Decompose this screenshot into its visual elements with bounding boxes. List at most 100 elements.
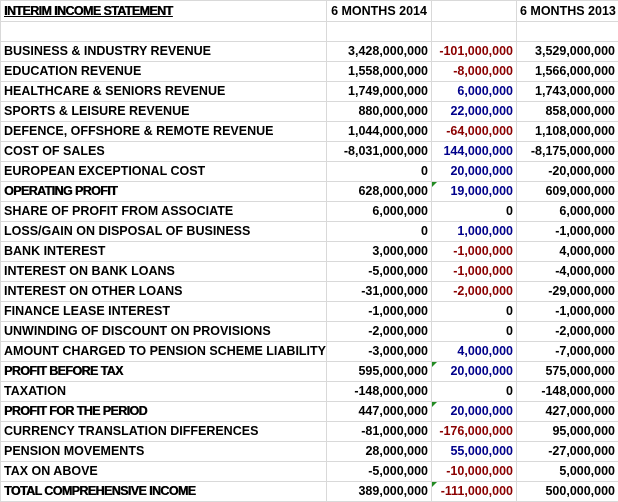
value-2013[interactable]: 6,000,000 bbox=[516, 201, 618, 222]
value-2013[interactable]: 5,000,000 bbox=[516, 461, 618, 482]
value-variance[interactable]: 55,000,000 bbox=[431, 441, 517, 462]
row-label[interactable]: LOSS/GAIN ON DISPOSAL OF BUSINESS bbox=[0, 221, 327, 242]
value-2014[interactable]: 0 bbox=[326, 221, 432, 242]
statement-title[interactable]: INTERIM INCOME STATEMENT bbox=[0, 0, 327, 22]
value-2013[interactable]: -1,000,000 bbox=[516, 301, 618, 322]
row-label[interactable]: HEALTHCARE & SENIORS REVENUE bbox=[0, 81, 327, 102]
value-variance[interactable]: -64,000,000 bbox=[431, 121, 517, 142]
value-variance[interactable]: -101,000,000 bbox=[431, 41, 517, 62]
row-label[interactable]: TAX ON ABOVE bbox=[0, 461, 327, 482]
header-2014[interactable]: 6 MONTHS 2014 bbox=[326, 0, 432, 22]
value-2013[interactable]: 500,000,000 bbox=[516, 481, 618, 502]
value-2014[interactable]: -148,000,000 bbox=[326, 381, 432, 402]
value-variance[interactable]: 0 bbox=[431, 201, 517, 222]
value-variance[interactable]: -1,000,000 bbox=[431, 261, 517, 282]
value-variance[interactable]: 1,000,000 bbox=[431, 221, 517, 242]
value-2014[interactable]: 3,428,000,000 bbox=[326, 41, 432, 62]
value-2014[interactable]: -81,000,000 bbox=[326, 421, 432, 442]
value-2013[interactable]: -1,000,000 bbox=[516, 221, 618, 242]
value-2013[interactable]: -2,000,000 bbox=[516, 321, 618, 342]
row-label[interactable]: INTEREST ON BANK LOANS bbox=[0, 261, 327, 282]
value-2013[interactable]: -20,000,000 bbox=[516, 161, 618, 182]
value-2013[interactable]: 609,000,000 bbox=[516, 181, 618, 202]
row-label[interactable]: TOTAL COMPREHENSIVE INCOME bbox=[0, 481, 327, 502]
value-2013[interactable]: 858,000,000 bbox=[516, 101, 618, 122]
blank-cell[interactable] bbox=[0, 21, 327, 42]
value-variance[interactable]: 0 bbox=[431, 321, 517, 342]
value-variance[interactable]: -8,000,000 bbox=[431, 61, 517, 82]
value-variance[interactable]: -176,000,000 bbox=[431, 421, 517, 442]
blank-cell[interactable] bbox=[516, 21, 618, 42]
value-2013[interactable]: 95,000,000 bbox=[516, 421, 618, 442]
value-2013[interactable]: 575,000,000 bbox=[516, 361, 618, 382]
comment-indicator-icon[interactable] bbox=[432, 182, 437, 187]
row-label[interactable]: PROFIT FOR THE PERIOD bbox=[0, 401, 327, 422]
comment-indicator-icon[interactable] bbox=[432, 402, 437, 407]
value-2014[interactable]: 6,000,000 bbox=[326, 201, 432, 222]
value-variance[interactable]: -1,000,000 bbox=[431, 241, 517, 262]
value-2014[interactable]: 0 bbox=[326, 161, 432, 182]
value-2014[interactable]: 1,558,000,000 bbox=[326, 61, 432, 82]
row-label[interactable]: PENSION MOVEMENTS bbox=[0, 441, 327, 462]
row-label[interactable]: PROFIT BEFORE TAX bbox=[0, 361, 327, 382]
comment-indicator-icon[interactable] bbox=[432, 482, 437, 487]
value-2014[interactable]: -5,000,000 bbox=[326, 261, 432, 282]
value-2014[interactable]: 880,000,000 bbox=[326, 101, 432, 122]
row-label[interactable]: FINANCE LEASE INTEREST bbox=[0, 301, 327, 322]
row-label[interactable]: UNWINDING OF DISCOUNT ON PROVISIONS bbox=[0, 321, 327, 342]
value-2014[interactable]: 28,000,000 bbox=[326, 441, 432, 462]
blank-cell[interactable] bbox=[431, 21, 517, 42]
row-label[interactable]: INTEREST ON OTHER LOANS bbox=[0, 281, 327, 302]
value-2013[interactable]: -8,175,000,000 bbox=[516, 141, 618, 162]
value-2013[interactable]: 4,000,000 bbox=[516, 241, 618, 262]
row-label[interactable]: TAXATION bbox=[0, 381, 327, 402]
value-variance[interactable]: -10,000,000 bbox=[431, 461, 517, 482]
value-2014[interactable]: 595,000,000 bbox=[326, 361, 432, 382]
value-2014[interactable]: 3,000,000 bbox=[326, 241, 432, 262]
value-variance[interactable]: 19,000,000 bbox=[431, 181, 517, 202]
comment-indicator-icon[interactable] bbox=[432, 362, 437, 367]
row-label[interactable]: DEFENCE, OFFSHORE & REMOTE REVENUE bbox=[0, 121, 327, 142]
row-label[interactable]: AMOUNT CHARGED TO PENSION SCHEME LIABILI… bbox=[0, 341, 327, 362]
header-variance[interactable] bbox=[431, 0, 517, 22]
value-2014[interactable]: 447,000,000 bbox=[326, 401, 432, 422]
value-2013[interactable]: -27,000,000 bbox=[516, 441, 618, 462]
value-variance[interactable]: 6,000,000 bbox=[431, 81, 517, 102]
value-2013[interactable]: 427,000,000 bbox=[516, 401, 618, 422]
value-2014[interactable]: 628,000,000 bbox=[326, 181, 432, 202]
row-label[interactable]: BANK INTEREST bbox=[0, 241, 327, 262]
value-variance[interactable]: -111,000,000 bbox=[431, 481, 517, 502]
header-2013[interactable]: 6 MONTHS 2013 bbox=[516, 0, 618, 22]
value-2014[interactable]: -2,000,000 bbox=[326, 321, 432, 342]
value-2013[interactable]: -7,000,000 bbox=[516, 341, 618, 362]
row-label[interactable]: BUSINESS & INDUSTRY REVENUE bbox=[0, 41, 327, 62]
value-variance[interactable]: 20,000,000 bbox=[431, 361, 517, 382]
blank-cell[interactable] bbox=[326, 21, 432, 42]
value-variance[interactable]: 20,000,000 bbox=[431, 401, 517, 422]
value-2014[interactable]: 389,000,000 bbox=[326, 481, 432, 502]
row-label[interactable]: COST OF SALES bbox=[0, 141, 327, 162]
value-2013[interactable]: 3,529,000,000 bbox=[516, 41, 618, 62]
value-2013[interactable]: 1,743,000,000 bbox=[516, 81, 618, 102]
value-2014[interactable]: -31,000,000 bbox=[326, 281, 432, 302]
value-2014[interactable]: -8,031,000,000 bbox=[326, 141, 432, 162]
value-2013[interactable]: -29,000,000 bbox=[516, 281, 618, 302]
value-variance[interactable]: 0 bbox=[431, 301, 517, 322]
value-variance[interactable]: 22,000,000 bbox=[431, 101, 517, 122]
value-2013[interactable]: -4,000,000 bbox=[516, 261, 618, 282]
row-label[interactable]: EDUCATION REVENUE bbox=[0, 61, 327, 82]
row-label[interactable]: CURRENCY TRANSLATION DIFFERENCES bbox=[0, 421, 327, 442]
value-2014[interactable]: -3,000,000 bbox=[326, 341, 432, 362]
value-variance[interactable]: 4,000,000 bbox=[431, 341, 517, 362]
row-label[interactable]: OPERATING PROFIT bbox=[0, 181, 327, 202]
value-2013[interactable]: 1,566,000,000 bbox=[516, 61, 618, 82]
row-label[interactable]: SPORTS & LEISURE REVENUE bbox=[0, 101, 327, 122]
value-2014[interactable]: -1,000,000 bbox=[326, 301, 432, 322]
row-label[interactable]: EUROPEAN EXCEPTIONAL COST bbox=[0, 161, 327, 182]
row-label[interactable]: SHARE OF PROFIT FROM ASSOCIATE bbox=[0, 201, 327, 222]
value-2014[interactable]: 1,749,000,000 bbox=[326, 81, 432, 102]
value-2013[interactable]: 1,108,000,000 bbox=[516, 121, 618, 142]
value-variance[interactable]: -2,000,000 bbox=[431, 281, 517, 302]
value-variance[interactable]: 0 bbox=[431, 381, 517, 402]
value-variance[interactable]: 20,000,000 bbox=[431, 161, 517, 182]
